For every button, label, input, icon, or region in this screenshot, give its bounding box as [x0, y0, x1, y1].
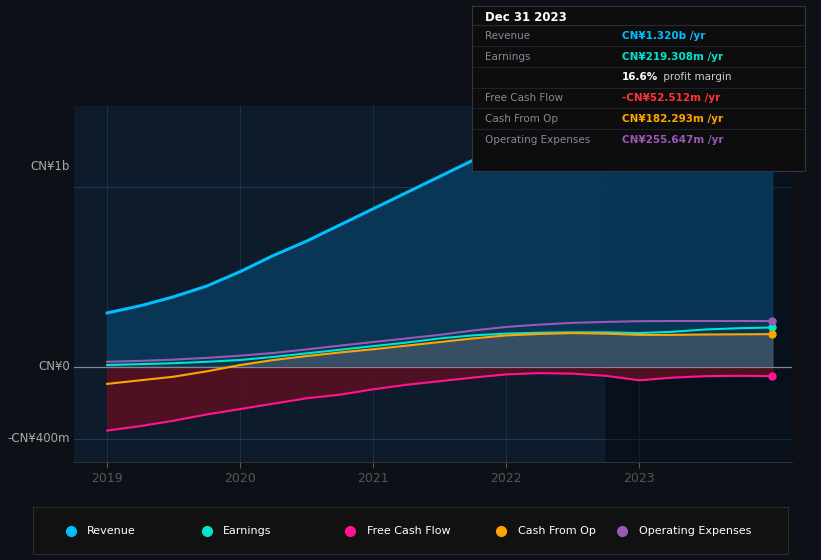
Text: Earnings: Earnings [485, 52, 531, 62]
Text: Dec 31 2023: Dec 31 2023 [485, 11, 567, 25]
Text: Cash From Op: Cash From Op [518, 526, 595, 535]
Text: CN¥219.308m /yr: CN¥219.308m /yr [621, 52, 722, 62]
Text: -CN¥52.512m /yr: -CN¥52.512m /yr [621, 93, 720, 103]
Text: Revenue: Revenue [87, 526, 136, 535]
Text: CN¥255.647m /yr: CN¥255.647m /yr [621, 134, 723, 144]
Text: CN¥182.293m /yr: CN¥182.293m /yr [621, 114, 722, 124]
Text: Cash From Op: Cash From Op [485, 114, 558, 124]
Text: Free Cash Flow: Free Cash Flow [485, 93, 563, 103]
Text: CN¥1b: CN¥1b [30, 160, 70, 173]
Bar [606, 106, 792, 462]
Text: Earnings: Earnings [223, 526, 272, 535]
Text: Operating Expenses: Operating Expenses [485, 134, 590, 144]
Text: profit margin: profit margin [660, 72, 732, 82]
Text: -CN¥400m: -CN¥400m [7, 432, 70, 445]
Text: 16.6%: 16.6% [621, 72, 658, 82]
Text: Operating Expenses: Operating Expenses [639, 526, 751, 535]
Text: CN¥0: CN¥0 [38, 360, 70, 374]
Text: Revenue: Revenue [485, 31, 530, 41]
Text: Free Cash Flow: Free Cash Flow [367, 526, 450, 535]
Text: CN¥1.320b /yr: CN¥1.320b /yr [621, 31, 705, 41]
